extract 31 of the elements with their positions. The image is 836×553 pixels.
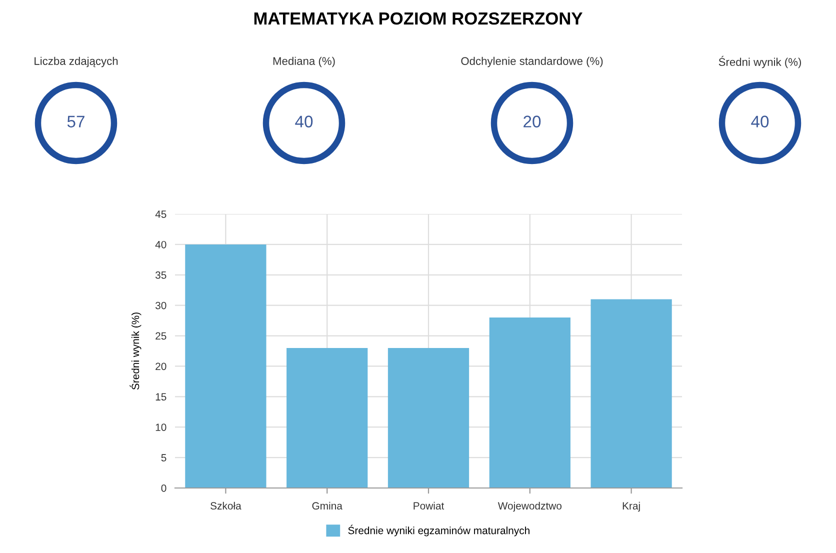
y-tick-label: 25 (156, 332, 166, 340)
y-tick-label: 45 (155, 210, 166, 218)
y-tick-label: 35 (155, 271, 166, 279)
y-tick-label: 15 (156, 393, 166, 401)
y-tick-label: 20 (156, 362, 166, 370)
y-tick-label: 0 (161, 484, 166, 492)
x-tick-label: Powiat (414, 502, 444, 510)
x-tick-label: Kraj (622, 502, 640, 512)
data-label: 40 (295, 116, 313, 128)
y-axis-title: Średni wynik (%) (130, 312, 142, 390)
x-tick-label: Szkoła (210, 502, 242, 510)
legend-label: Średnie wyniki egzaminów maturalnych (348, 524, 530, 536)
y-tick-label: 40 (155, 240, 166, 248)
x-tick-label: Wojewodztwo (498, 502, 562, 512)
x-tick-label: Gmina (312, 502, 342, 510)
category-label: Średni wynik (%) (718, 56, 801, 68)
data-label: 57 (67, 116, 84, 128)
bar (388, 348, 470, 488)
bar (286, 348, 368, 488)
category-label: Odchylenie standardowe (%) (461, 56, 603, 68)
bar (590, 299, 672, 488)
y-tick-label: 10 (156, 424, 166, 431)
category-label: Mediana (%) (273, 56, 335, 68)
bar (185, 244, 266, 488)
text: MATEMATYKA POZIOM ROZSZERZONY (254, 12, 582, 25)
bar (489, 318, 570, 488)
data-label: 40 (751, 116, 769, 128)
y-tick-label: 5 (161, 454, 166, 462)
data-label: 20 (524, 116, 541, 128)
y-tick-label: 30 (155, 302, 166, 310)
category-label: Liczba zdających (34, 56, 118, 68)
